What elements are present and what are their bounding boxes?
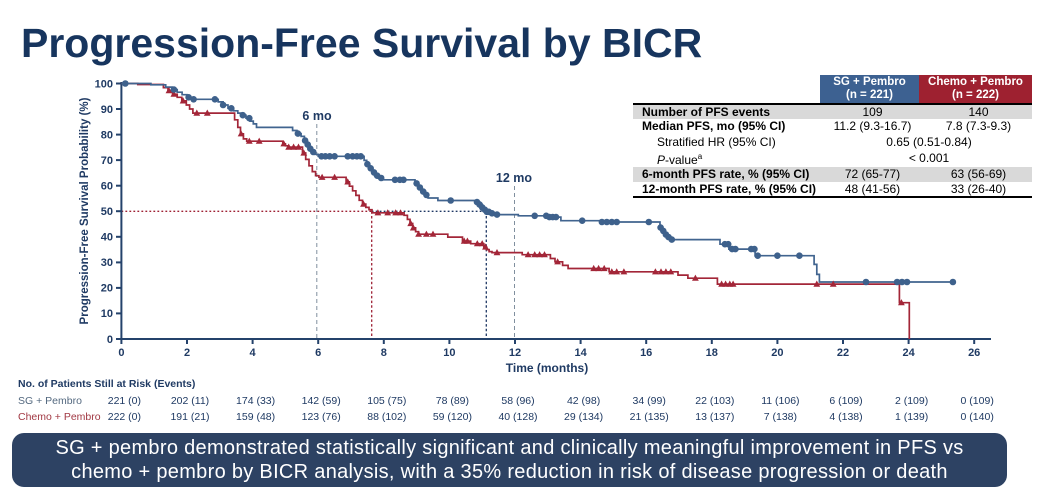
svg-text:12 mo: 12 mo <box>496 171 532 185</box>
svg-text:16: 16 <box>640 347 652 359</box>
svg-text:10: 10 <box>443 347 455 359</box>
svg-text:20: 20 <box>101 283 113 295</box>
svg-text:2: 2 <box>184 347 190 359</box>
svg-text:70: 70 <box>101 155 113 167</box>
svg-text:Progression-Free Survival Prob: Progression-Free Survival Probability (%… <box>79 97 91 324</box>
svg-text:90: 90 <box>101 104 113 116</box>
svg-text:80: 80 <box>101 129 113 141</box>
svg-text:100: 100 <box>95 78 113 90</box>
svg-text:20: 20 <box>771 347 783 359</box>
svg-text:14: 14 <box>574 347 587 359</box>
svg-text:18: 18 <box>706 347 718 359</box>
svg-text:12: 12 <box>509 347 521 359</box>
svg-text:60: 60 <box>101 181 113 193</box>
svg-text:0: 0 <box>107 334 113 346</box>
svg-text:50: 50 <box>101 206 113 218</box>
svg-text:10: 10 <box>101 308 113 320</box>
svg-text:22: 22 <box>837 347 849 359</box>
svg-text:30: 30 <box>101 257 113 269</box>
svg-text:6: 6 <box>315 347 321 359</box>
svg-text:4: 4 <box>250 347 257 359</box>
svg-text:0: 0 <box>118 347 124 359</box>
svg-text:6 mo: 6 mo <box>302 109 332 123</box>
svg-text:40: 40 <box>101 232 113 244</box>
svg-text:Time (months): Time (months) <box>506 361 588 375</box>
svg-text:24: 24 <box>902 347 915 359</box>
svg-text:8: 8 <box>381 347 387 359</box>
svg-text:26: 26 <box>968 347 980 359</box>
